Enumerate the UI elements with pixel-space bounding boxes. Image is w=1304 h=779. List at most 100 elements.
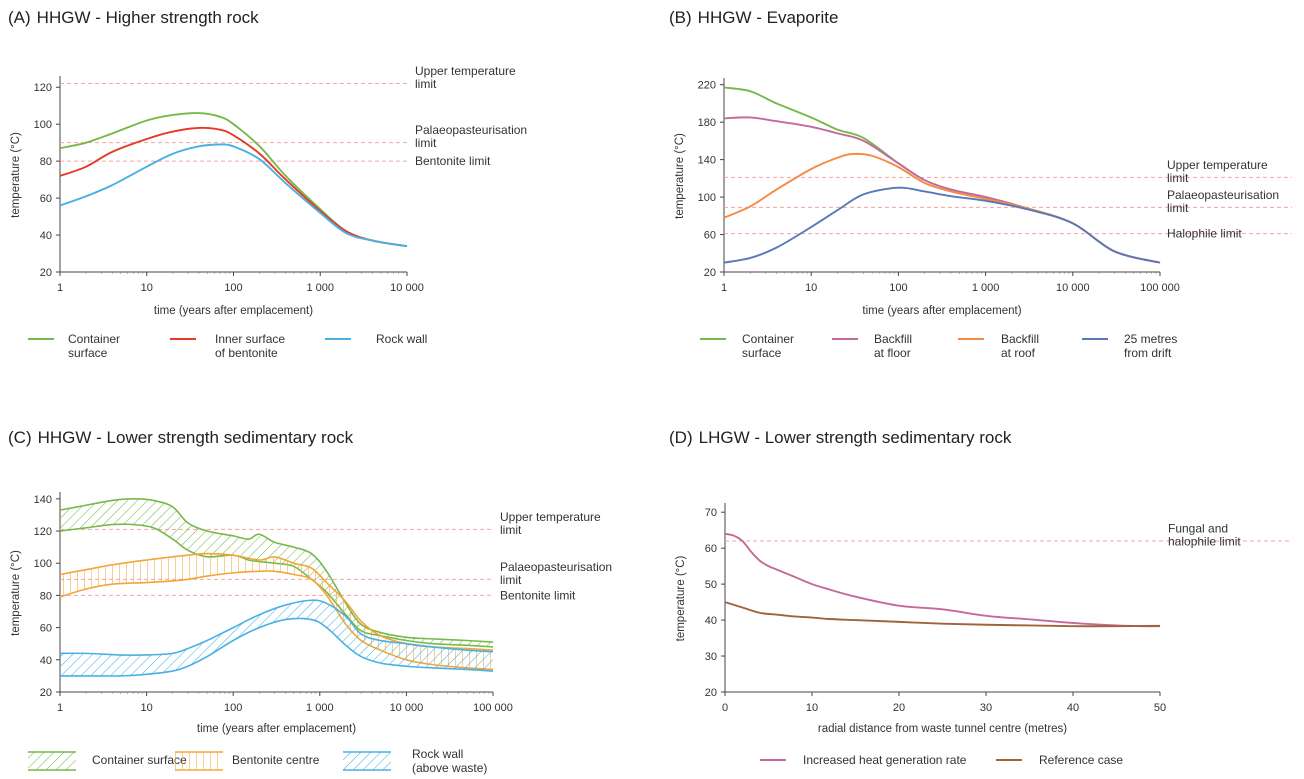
panel-c: (C) HHGW - Lower strength sedimentary roc… — [0, 390, 652, 779]
series-line — [59, 126, 408, 248]
y-tick-label: 50 — [705, 579, 717, 591]
x-tick-label: 0 — [722, 702, 728, 714]
y-axis-label: temperature (°C) — [10, 132, 22, 218]
y-axis-label: temperature (°C) — [675, 555, 687, 641]
chart-b-svg: 20 60 100 140 180 220 1 10 100 1 000 10 000 100 000… — [674, 78, 1292, 360]
legend-swatch — [28, 752, 76, 770]
x-axis-label: time (years after emplacement) — [154, 305, 313, 317]
y-tick-label: 20 — [40, 687, 52, 699]
legend-label: Increased heat generation rate — [803, 753, 967, 767]
x-tick-label: 40 — [1067, 702, 1079, 714]
y-tick-label: 80 — [40, 156, 52, 168]
series-line — [723, 152, 1161, 264]
reference-line-label: Bentonite limit — [415, 154, 491, 168]
series-line — [724, 601, 1161, 628]
reference-line-label: limit — [500, 573, 522, 587]
x-tick-label: 100 — [224, 282, 242, 294]
x-tick-label: 100 000 — [473, 702, 513, 714]
reference-line-label: Upper temperature — [1167, 158, 1268, 172]
x-tick-label: 10 000 — [390, 702, 424, 714]
reference-line-label: Fungal and — [1168, 521, 1228, 535]
y-tick-label: 40 — [40, 230, 52, 242]
legend-label: at roof — [1001, 346, 1036, 360]
legend-label: at floor — [874, 346, 911, 360]
panel-d-title-text: LHGW - Lower strength sedimentary rock — [698, 428, 1012, 447]
panel-d: (D) LHGW - Lower strength sedimentary roc… — [652, 390, 1304, 779]
legend-label: Reference case — [1039, 753, 1123, 767]
reference-line-label: Bentonite limit — [500, 588, 576, 602]
reference-line-label: Upper temperature — [500, 510, 601, 524]
legend-label: Container surface — [92, 753, 187, 767]
y-tick-label: 100 — [34, 119, 52, 131]
x-tick-label: 10 000 — [390, 282, 424, 294]
series-line — [723, 186, 1161, 264]
legend-label: Backfill — [1001, 332, 1039, 346]
x-tick-label: 100 — [224, 702, 242, 714]
reference-line-label: limit — [1167, 201, 1189, 215]
x-tick-label: 20 — [893, 702, 905, 714]
reference-line-label: limit — [415, 136, 437, 150]
y-tick-label: 180 — [698, 117, 716, 129]
x-tick-label: 100 — [889, 282, 907, 294]
y-tick-label: 80 — [40, 590, 52, 602]
series-band-lower-line — [60, 617, 494, 677]
y-tick-label: 120 — [34, 82, 52, 94]
legend-label: surface — [68, 346, 108, 360]
x-tick-label: 1 000 — [972, 282, 1000, 294]
legend-label: Rock wall — [376, 332, 427, 346]
x-tick-label: 100 000 — [1140, 282, 1180, 294]
y-tick-label: 60 — [704, 230, 716, 242]
legend-label: Container — [742, 332, 794, 346]
x-tick-label: 10 — [805, 282, 817, 294]
x-tick-label: 1 000 — [306, 702, 334, 714]
y-axis-label: temperature (°C) — [10, 550, 22, 636]
series-line — [59, 143, 408, 248]
y-tick-label: 40 — [40, 655, 52, 667]
panel-b-letter: (B) — [669, 8, 692, 27]
series-band-upper-line — [59, 498, 494, 643]
x-tick-label: 10 — [141, 282, 153, 294]
x-tick-label: 10 000 — [1056, 282, 1090, 294]
panel-b: (B) HHGW - Evaporite 20 60 100 140 180 220 1 10 1… — [652, 0, 1304, 390]
panel-d-title: (D) LHGW - Lower strength sedimentary roc… — [669, 428, 1011, 448]
legend-swatch — [175, 752, 223, 770]
reference-line-label: Palaeopasteurisation — [1167, 188, 1279, 202]
reference-line-label: limit — [500, 523, 522, 537]
legend-label: Backfill — [874, 332, 912, 346]
panel-a-title-text: HHGW - Higher strength rock — [36, 8, 259, 27]
legend-swatch — [343, 752, 391, 770]
panel-a-letter: (A) — [8, 8, 31, 27]
x-tick-label: 50 — [1154, 702, 1166, 714]
x-axis-label: time (years after emplacement) — [197, 723, 356, 735]
y-tick-label: 40 — [705, 615, 717, 627]
reference-line-label: limit — [1167, 171, 1189, 185]
panel-c-title: (C) HHGW - Lower strength sedimentary roc… — [8, 428, 353, 448]
x-tick-label: 1 — [721, 282, 727, 294]
reference-line-label: Palaeopasteurisation — [415, 123, 527, 137]
chart-d-svg: 20 30 40 50 60 70 0 10 20 30 40 50 temperature (°C) r… — [675, 503, 1292, 767]
y-tick-label: 220 — [698, 80, 716, 92]
chart-c-svg: 20 40 60 80 100 120 140 1 10 100 1 000 10 000 100 00… — [10, 492, 612, 775]
y-tick-label: 70 — [705, 507, 717, 519]
y-axis-label: temperature (°C) — [674, 133, 686, 219]
reference-line-label: Halophile limit — [1167, 227, 1242, 241]
series-line — [723, 86, 1161, 264]
x-axis-label: radial distance from waste tunnel centre… — [818, 723, 1067, 735]
x-tick-label: 30 — [980, 702, 992, 714]
x-tick-label: 1 — [57, 282, 63, 294]
panel-c-letter: (C) — [8, 428, 32, 447]
reference-line-label: Upper temperature — [415, 64, 516, 78]
y-tick-label: 30 — [705, 651, 717, 663]
y-tick-label: 20 — [704, 267, 716, 279]
x-axis-label: time (years after emplacement) — [862, 305, 1021, 317]
series-line — [59, 112, 408, 248]
panel-a: (A) HHGW - Higher strength rock 20 40 60 80 1… — [0, 0, 652, 390]
x-tick-label: 10 — [140, 702, 152, 714]
reference-line-label: halophile limit — [1168, 534, 1241, 548]
panel-b-title-text: HHGW - Evaporite — [697, 8, 839, 27]
legend-label: Bentonite centre — [232, 753, 320, 767]
x-tick-label: 1 000 — [306, 282, 334, 294]
y-tick-label: 60 — [705, 543, 717, 555]
reference-line-label: limit — [415, 77, 437, 91]
